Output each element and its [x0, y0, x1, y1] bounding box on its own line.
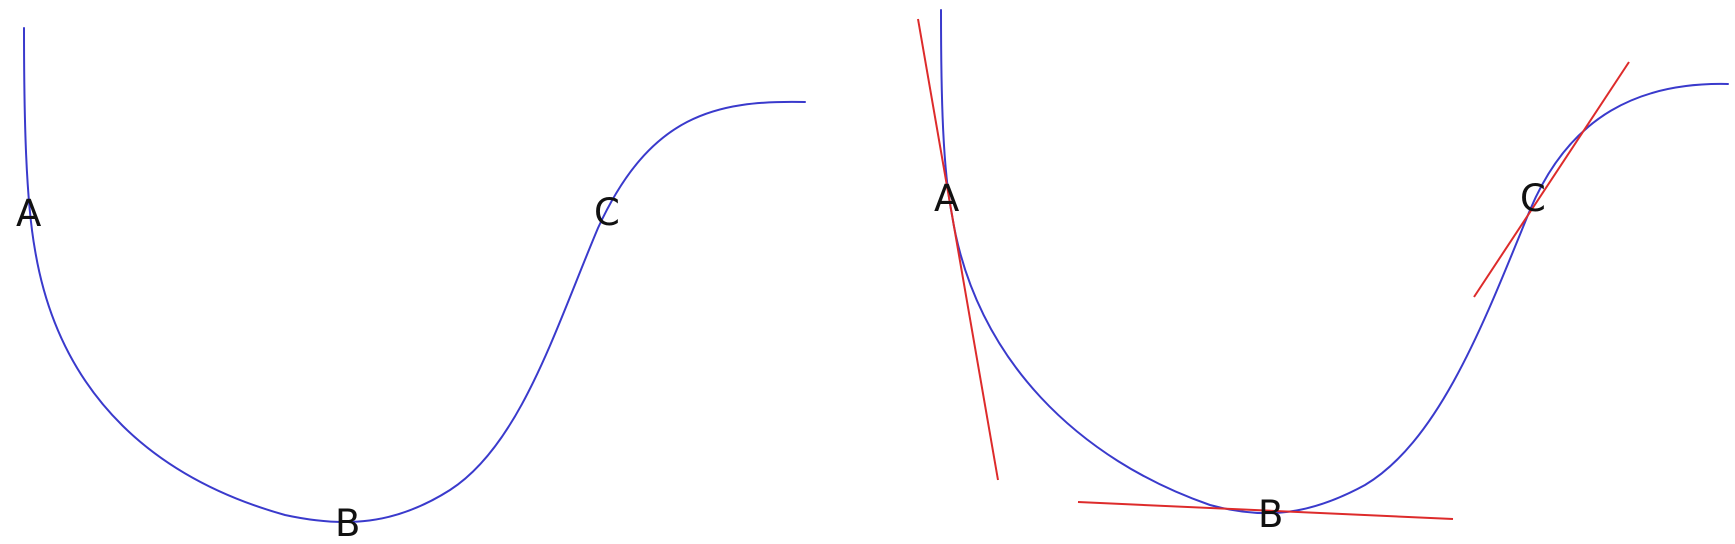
- tangent-c: [1473, 61, 1630, 298]
- tangent-b: [1077, 501, 1454, 520]
- tangent-a: [917, 18, 999, 481]
- left-label-b: B: [335, 502, 360, 544]
- right-curve: [940, 9, 1729, 515]
- left-curve: [23, 27, 806, 524]
- right-label-a: A: [934, 177, 959, 220]
- right-label-b: B: [1258, 493, 1283, 536]
- left-label-a: A: [16, 192, 41, 235]
- left-panel: A B C: [16, 27, 806, 544]
- left-label-c: C: [594, 191, 620, 234]
- right-label-c: C: [1520, 177, 1546, 220]
- right-panel: A B C: [917, 9, 1729, 536]
